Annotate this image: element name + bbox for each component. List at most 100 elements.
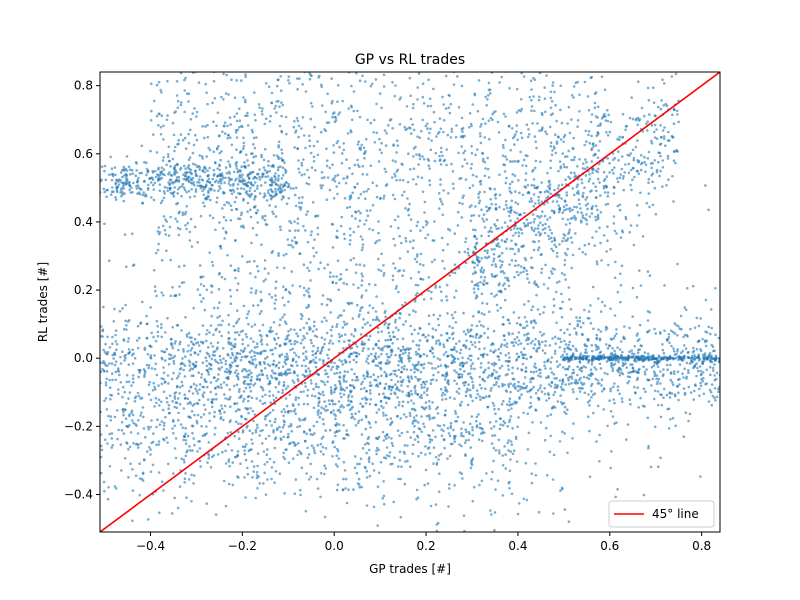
scatter-point — [646, 378, 649, 381]
scatter-point — [157, 166, 160, 170]
scatter-point — [301, 83, 304, 86]
scatter-point — [121, 350, 124, 354]
scatter-point — [242, 304, 246, 308]
scatter-point — [183, 364, 187, 367]
scatter-point — [337, 181, 341, 185]
scatter-point — [517, 331, 521, 334]
scatter-point — [646, 270, 650, 273]
scatter-point — [201, 169, 205, 173]
scatter-point — [449, 424, 453, 428]
scatter-point — [199, 186, 202, 190]
scatter-point — [236, 372, 240, 376]
scatter-point — [191, 112, 194, 115]
scatter-point — [586, 316, 590, 320]
scatter-point — [342, 460, 346, 464]
scatter-point — [447, 505, 450, 508]
scatter-point — [354, 351, 358, 355]
scatter-point — [656, 380, 659, 384]
scatter-point — [422, 333, 426, 337]
scatter-point — [442, 374, 445, 377]
scatter-point — [330, 334, 333, 338]
scatter-point — [429, 297, 433, 300]
scatter-point — [113, 415, 117, 419]
scatter-point — [383, 194, 386, 198]
scatter-point — [233, 371, 237, 375]
scatter-point — [371, 203, 375, 207]
scatter-point — [408, 202, 411, 206]
scatter-point — [548, 344, 552, 347]
scatter-point — [421, 190, 425, 194]
scatter-point — [520, 107, 523, 111]
scatter-point — [678, 383, 681, 386]
scatter-point — [537, 510, 541, 514]
scatter-point — [219, 358, 222, 362]
scatter-point — [123, 181, 126, 184]
scatter-point — [583, 80, 587, 84]
scatter-point — [505, 176, 508, 180]
scatter-point — [168, 188, 172, 191]
scatter-point — [458, 339, 461, 343]
scatter-point — [433, 159, 437, 163]
scatter-point — [184, 147, 188, 150]
scatter-point — [363, 386, 366, 390]
scatter-point — [169, 342, 173, 346]
scatter-point — [280, 371, 283, 375]
scatter-point — [534, 159, 538, 163]
scatter-point — [102, 348, 105, 352]
scatter-point — [566, 368, 570, 371]
scatter-point — [235, 136, 239, 139]
scatter-point — [486, 98, 489, 101]
scatter-point — [485, 46, 488, 49]
scatter-point — [371, 181, 375, 185]
scatter-point — [669, 372, 673, 375]
scatter-point — [254, 291, 257, 295]
scatter-point — [375, 295, 378, 298]
scatter-point — [525, 357, 528, 361]
scatter-point — [428, 131, 431, 135]
scatter-point — [493, 511, 497, 514]
scatter-point — [162, 156, 165, 159]
scatter-point — [555, 360, 559, 363]
scatter-point — [297, 135, 301, 139]
scatter-point — [374, 78, 378, 81]
scatter-point — [676, 334, 679, 337]
scatter-point — [392, 500, 396, 504]
scatter-point — [369, 209, 372, 212]
scatter-point — [515, 87, 519, 91]
scatter-point — [687, 371, 690, 375]
scatter-point — [583, 308, 586, 312]
scatter-point — [347, 107, 351, 110]
scatter-point — [621, 230, 625, 234]
scatter-point — [340, 35, 343, 38]
scatter-point — [401, 404, 404, 408]
scatter-point — [172, 195, 176, 198]
scatter-point — [650, 384, 653, 387]
scatter-point — [224, 230, 228, 233]
scatter-point — [548, 450, 552, 454]
scatter-point — [328, 275, 332, 279]
scatter-point — [239, 358, 243, 362]
scatter-point — [172, 371, 175, 375]
scatter-point — [427, 276, 431, 279]
scatter-point — [273, 107, 276, 110]
scatter-point — [374, 364, 378, 367]
scatter-point — [406, 180, 410, 184]
scatter-point — [205, 332, 208, 336]
scatter-point — [446, 312, 449, 315]
scatter-point — [234, 355, 238, 358]
scatter-point — [418, 157, 422, 161]
scatter-point — [481, 159, 485, 163]
scatter-point — [404, 239, 408, 243]
scatter-point — [90, 257, 93, 260]
scatter-point — [447, 106, 451, 109]
scatter-point — [522, 75, 526, 78]
scatter-point — [245, 369, 248, 373]
scatter-point — [151, 389, 155, 392]
scatter-point — [298, 77, 301, 80]
scatter-point — [413, 300, 417, 303]
scatter-point — [272, 321, 276, 324]
scatter-point — [239, 187, 243, 190]
scatter-point — [470, 162, 474, 166]
scatter-point — [407, 207, 411, 211]
scatter-point — [189, 128, 192, 132]
